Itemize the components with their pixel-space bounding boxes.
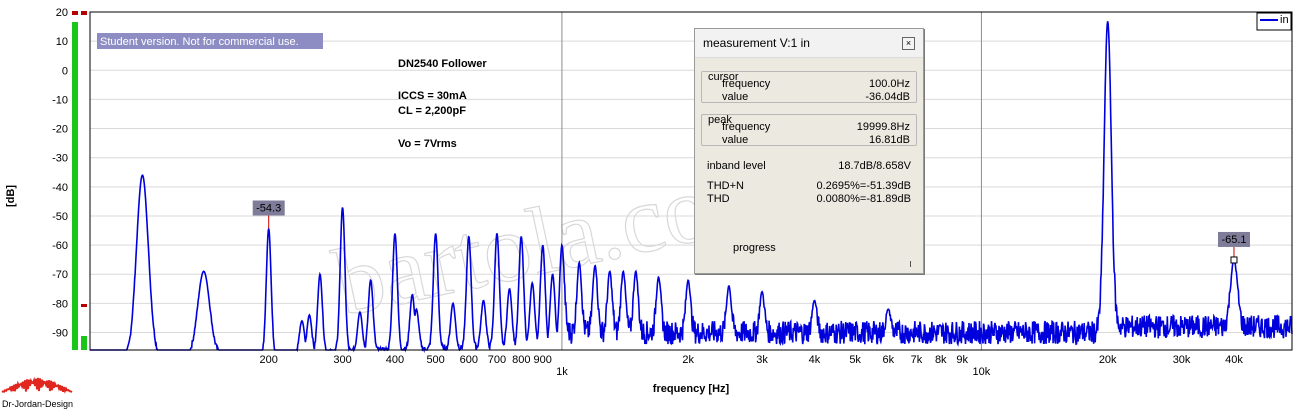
- x-tick-label: 300: [333, 354, 351, 366]
- thd-label: THD: [707, 193, 730, 205]
- thdn-row: THD+N 0.2695%=-51.39dB: [707, 180, 911, 193]
- cursor-frequency-label: frequency: [722, 78, 771, 90]
- measurement-window[interactable]: measurement V:1 in × cursor frequency 10…: [694, 28, 924, 274]
- inband-row: inband level 18.7dB/8.658V: [707, 160, 911, 173]
- thdn-label: THD+N: [707, 180, 744, 192]
- annotation-box: [252, 200, 285, 216]
- x-tick-label: 8k: [935, 354, 947, 366]
- cursor-group: cursor frequency 100.0Hz value -36.04dB: [701, 71, 917, 103]
- peak-group-label: peak: [708, 114, 732, 126]
- x-tick-label: 2k: [682, 354, 694, 366]
- x-tick-labels: 200 300 400 500 600 700 800 900 1k 2k 3k 4k 5k 6k 7k 8k…: [260, 354, 1244, 378]
- cursor-value-row: value -36.04dB: [722, 91, 910, 104]
- plot-frame: [89, 11, 1293, 351]
- logo-text: Dr-Jordan-Design: [2, 399, 73, 409]
- note-iccs: ICCS = 30mA: [398, 90, 467, 102]
- peak-frequency-label: frequency: [722, 121, 771, 133]
- x-tick-label: 3k: [756, 354, 768, 366]
- cursor-frequency-value: 100.0Hz: [869, 78, 910, 90]
- peak-value-row: value 16.81dB: [722, 134, 910, 147]
- close-icon[interactable]: ×: [902, 37, 915, 50]
- thdn-value: 0.2695%=-51.39dB: [816, 180, 912, 192]
- dr-jordan-design-logo: Dr-Jordan-Design: [1, 376, 73, 409]
- annotation-box: [1217, 231, 1250, 247]
- x-tick-label: 900: [534, 354, 552, 366]
- x-tick-label: 200: [260, 354, 278, 366]
- peak-group: peak frequency 19999.8Hz value 16.81dB: [701, 114, 917, 146]
- note-cl: CL = 2,200pF: [398, 105, 466, 117]
- legend-box: [1256, 12, 1292, 31]
- level-meter-bar-right: [81, 336, 87, 350]
- y-tick-label: 20: [56, 7, 68, 19]
- y-tick-label: -70: [52, 269, 68, 281]
- legend: in: [1256, 12, 1292, 31]
- y-tick-label: -80: [52, 298, 68, 310]
- cursor-value-label: value: [722, 91, 749, 103]
- x-tick-label: 9k: [956, 354, 968, 366]
- note-title: DN2540 Follower: [398, 58, 487, 70]
- cursor-group-label: cursor: [708, 71, 739, 83]
- cursor-value-value: -36.04dB: [865, 91, 910, 103]
- progress-label: progress: [733, 242, 776, 254]
- x-tick-label: 1k: [556, 366, 568, 378]
- inband-value: 18.7dB/8.658V: [838, 160, 911, 172]
- inband-label: inband level: [707, 160, 766, 172]
- level-meter-peak-left: [72, 11, 78, 15]
- level-meter-clip-right: [81, 11, 87, 15]
- annotation-label: -54.3: [256, 202, 281, 214]
- y-tick-label: 10: [56, 36, 68, 48]
- progress-bar: [707, 261, 911, 267]
- y-tick-label: -40: [52, 182, 68, 194]
- level-meter-bar-left: [72, 22, 78, 350]
- measurement-title-bar[interactable]: measurement V:1 in ×: [695, 29, 923, 58]
- peak-marker: [1230, 256, 1238, 264]
- y-tick-label: 0: [62, 65, 68, 77]
- x-tick-label: 40k: [1225, 354, 1243, 366]
- y-tick-label: -90: [52, 328, 68, 340]
- y-tick-label: -30: [52, 153, 68, 165]
- student-watermark-text: Student version. Not for commercial use.: [100, 36, 299, 48]
- level-meter-peak-right: [81, 304, 87, 307]
- y-tick-label: -50: [52, 211, 68, 223]
- logo-waveform-icon: [1, 376, 73, 394]
- thd-value: 0.0080%=-81.89dB: [816, 193, 912, 205]
- measurement-title: measurement V:1 in: [703, 36, 810, 50]
- peak-frequency-value: 19999.8Hz: [856, 121, 910, 133]
- x-tick-label: 800: [512, 354, 530, 366]
- x-tick-label: 5k: [849, 354, 861, 366]
- y-tick-label: -10: [52, 94, 68, 106]
- x-tick-label: 500: [426, 354, 444, 366]
- y-tick-label: -20: [52, 124, 68, 136]
- x-tick-label: 6k: [883, 354, 895, 366]
- thd-row: THD 0.0080%=-81.89dB: [707, 193, 911, 206]
- x-tick-label: 10k: [973, 366, 991, 378]
- x-tick-label: 4k: [809, 354, 821, 366]
- x-tick-label: 30k: [1173, 354, 1191, 366]
- x-axis-label: frequency [Hz]: [653, 383, 730, 395]
- cursor-frequency-row: frequency 100.0Hz: [722, 78, 910, 91]
- note-vo: Vo = 7Vrms: [398, 138, 457, 150]
- x-tick-label: 7k: [911, 354, 923, 366]
- x-tick-label: 400: [386, 354, 404, 366]
- student-watermark-box: [97, 33, 323, 49]
- legend-label-in: in: [1280, 14, 1289, 26]
- peak-value-label: value: [722, 134, 749, 146]
- y-axis-label: [dB]: [5, 185, 17, 207]
- level-meter: [72, 11, 87, 350]
- peak-frequency-row: frequency 19999.8Hz: [722, 121, 910, 134]
- x-tick-label: 20k: [1099, 354, 1117, 366]
- y-tick-label: -60: [52, 240, 68, 252]
- peak-value-value: 16.81dB: [869, 134, 910, 146]
- peak-markers: -54.3 -65.1: [252, 200, 1250, 264]
- annotation-label: -65.1: [1221, 234, 1246, 246]
- y-tick-labels: 20 10 0 -10 -20 -30 -40 -50 -60 -70 -80 -90: [52, 7, 68, 340]
- x-tick-label: 600: [460, 354, 478, 366]
- x-tick-label: 700: [488, 354, 506, 366]
